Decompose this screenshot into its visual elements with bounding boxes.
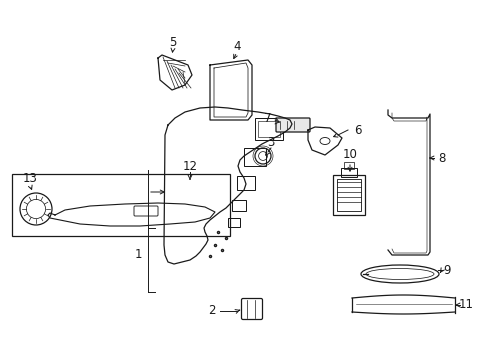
Bar	[340, 168, 356, 177]
Text: 5: 5	[169, 36, 176, 49]
Bar	[254, 118, 283, 140]
Bar	[336, 179, 360, 211]
Text: 13: 13	[22, 172, 38, 185]
Text: 8: 8	[437, 152, 445, 165]
Bar	[343, 162, 353, 169]
Bar	[332, 175, 364, 215]
Text: 4: 4	[233, 40, 240, 53]
Bar	[231, 200, 245, 211]
Text: 7: 7	[264, 112, 271, 125]
Bar	[258, 121, 280, 137]
Text: 1: 1	[134, 248, 142, 261]
Bar	[244, 148, 265, 166]
Bar	[12, 174, 229, 236]
Text: 10: 10	[342, 148, 357, 162]
Text: 12: 12	[182, 159, 197, 172]
Bar	[237, 176, 254, 190]
Bar	[227, 218, 240, 227]
Text: 2: 2	[208, 305, 215, 318]
Text: 9: 9	[442, 264, 450, 276]
Text: 11: 11	[458, 298, 472, 311]
Text: 3: 3	[267, 135, 274, 148]
Text: 6: 6	[353, 123, 361, 136]
FancyBboxPatch shape	[275, 118, 309, 132]
